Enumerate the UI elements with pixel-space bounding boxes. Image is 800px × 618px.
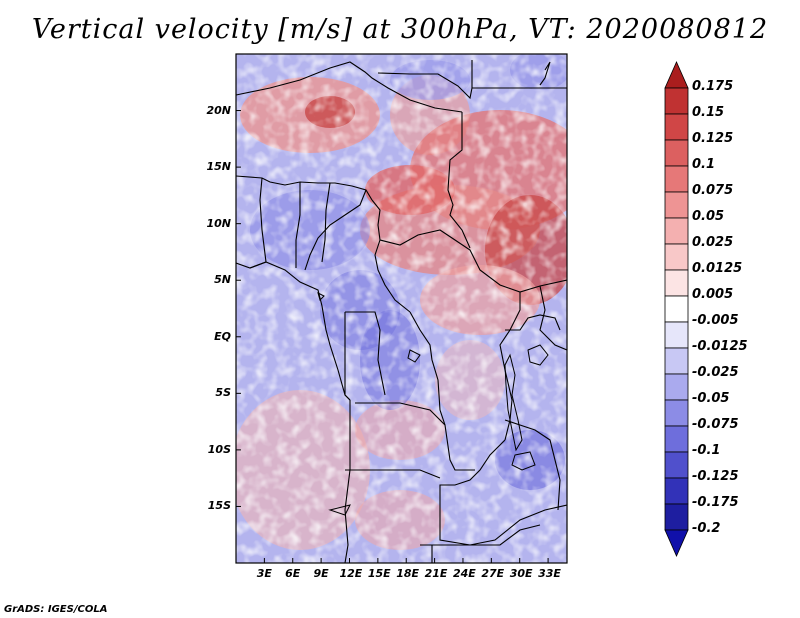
colorbar-swatch	[664, 165, 689, 193]
lon-label: 12E	[339, 567, 363, 580]
colorbar-label: 0.025	[692, 235, 734, 250]
lon-label: 27E	[481, 567, 505, 580]
colorbar-label: -0.125	[692, 469, 739, 484]
lon-label: 18E	[396, 567, 420, 580]
colorbar-label: 0.125	[692, 131, 734, 146]
colorbar-swatch	[664, 425, 689, 453]
colorbar-swatch	[664, 113, 689, 141]
colorbar-label: -0.0125	[692, 339, 748, 354]
colorbar-label: -0.2	[692, 521, 721, 536]
colorbar-label: 0.005	[692, 287, 734, 302]
colorbar-swatch	[664, 295, 689, 323]
velocity-field	[236, 54, 567, 563]
lat-label: 20N	[206, 103, 231, 117]
lon-label: 30E	[509, 567, 533, 580]
colorbar-label: 0.075	[692, 183, 734, 198]
lat-label: 10S	[207, 442, 231, 456]
colorbar-swatch	[664, 347, 689, 375]
lon-label: 9E	[313, 567, 329, 580]
colorbar-label: -0.175	[692, 495, 739, 510]
colorbar-swatch	[664, 139, 689, 167]
colorbar-swatch	[664, 87, 689, 115]
colorbar-swatch	[664, 217, 689, 245]
lat-label: 5S	[215, 386, 231, 400]
colorbar-swatch	[664, 269, 689, 297]
colorbar-label: -0.05	[692, 391, 730, 406]
colorbar-label: -0.025	[692, 365, 739, 380]
colorbar-swatch	[664, 321, 689, 349]
colorbar-swatch	[664, 373, 689, 401]
colorbar-label: 0.175	[692, 79, 734, 94]
colorbar-swatch	[664, 451, 689, 479]
colorbar-swatch	[664, 191, 689, 219]
colorbar-swatch	[664, 529, 689, 557]
lat-label: 10N	[206, 216, 231, 230]
lat-label: 15N	[206, 160, 231, 174]
lat-label: EQ	[214, 329, 231, 343]
colorbar-swatch	[664, 61, 689, 89]
chart-title: Vertical velocity [m/s] at 300hPa, VT: 2…	[31, 14, 769, 45]
colorbar-label: 0.1	[692, 157, 716, 172]
axis-ticks	[236, 110, 549, 563]
colorbar-swatch	[664, 399, 689, 427]
lon-label: 6E	[285, 567, 301, 580]
colorbar-swatch	[664, 243, 689, 271]
colorbar-label: -0.005	[692, 313, 739, 328]
colorbar-label: 0.05	[692, 209, 725, 224]
lake-outlines	[317, 292, 549, 516]
lon-label: 24E	[452, 567, 476, 580]
colorbar-label: 0.15	[692, 105, 725, 120]
colorbar-label: -0.1	[692, 443, 721, 458]
coastline	[236, 261, 351, 401]
lat-label: 15S	[207, 499, 231, 513]
lon-label: 21E	[424, 567, 448, 580]
country-borders	[236, 60, 567, 563]
colorbar-swatch	[664, 503, 689, 531]
colorbar-label: 0.0125	[692, 261, 743, 276]
lon-label: 15E	[367, 567, 391, 580]
credit-text: GrADS: IGES/COLA	[4, 604, 108, 615]
colorbar-swatch	[664, 477, 689, 505]
map-frame	[235, 53, 568, 564]
colorbar-label: -0.075	[692, 417, 739, 432]
lon-label: 3E	[256, 567, 272, 580]
lon-label: 33E	[538, 567, 561, 580]
lat-label: 5N	[214, 273, 231, 287]
